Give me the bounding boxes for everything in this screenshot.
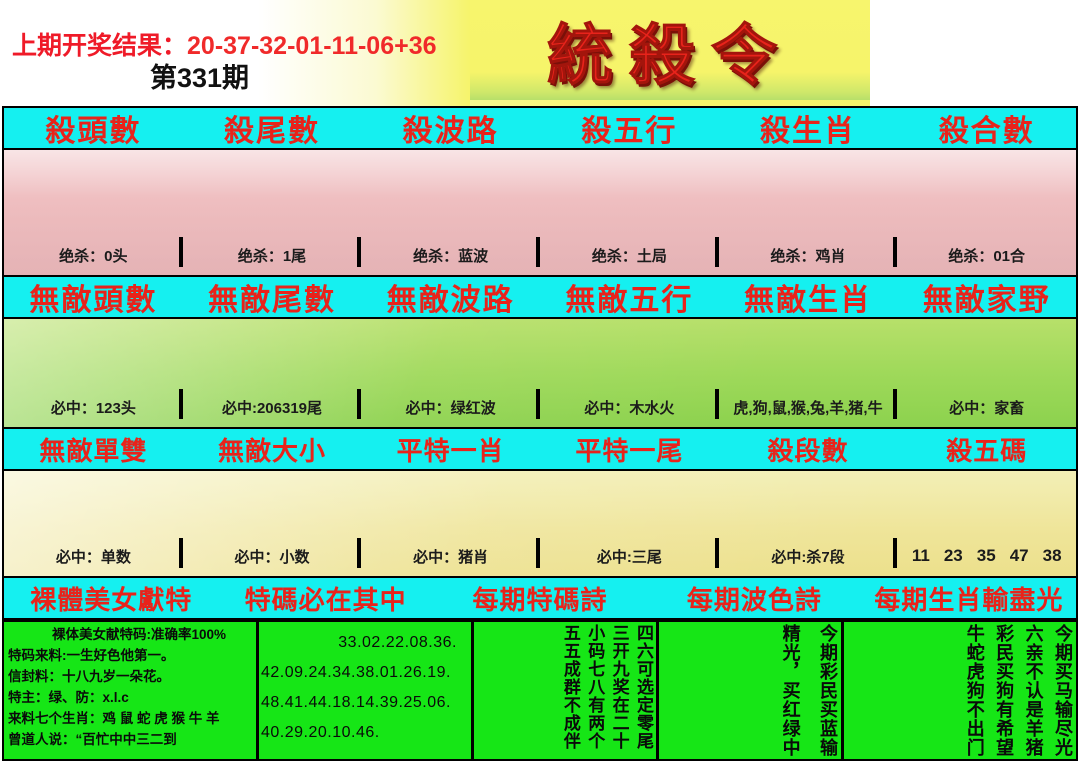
bottom-title-bar: 裸體美女獻特 特碼必在其中 每期特碼詩 每期波色詩 每期生肖輸盡光 [2, 576, 1078, 620]
number-line-4: 40.29.20.10.46. [261, 724, 380, 741]
value-wudi-jia-ye: 必中：家畜 [949, 399, 1025, 417]
title-wudi-da-xiao[interactable]: 無敵大小 [218, 436, 327, 467]
zodiac-poem-line-1: 今期买马输尽光 [1053, 624, 1073, 757]
title-zodiac-poem[interactable]: 每期生肖輸盡光 [874, 585, 1064, 616]
five-code-1: 11 [911, 546, 930, 565]
value-wudi-wu-xing: 必中：木水火 [540, 389, 719, 421]
header-left-panel [0, 0, 470, 106]
title-sha-duan-shu[interactable]: 殺段數 [767, 436, 849, 467]
title-special-within[interactable]: 特碼必在其中 [244, 585, 407, 616]
special-poem-line-1: 四六可选定零尾 [634, 624, 653, 750]
value-sha-tou-shu: 绝杀：0头 [4, 237, 183, 269]
value-ping-te-yi-wei: 必中:三尾 [540, 538, 719, 570]
title-sha-sheng-xiao[interactable]: 殺生肖 [760, 114, 857, 149]
zodiac-poem-line-4: 牛蛇虎狗不出门 [964, 624, 985, 757]
section3-value-band: 必中：单数 必中：小数 必中：猪肖 必中:三尾 必中:杀7段 11 23 35 … [2, 471, 1078, 576]
nude-line-3: 信封料：十八九岁一朵花。 [8, 669, 170, 684]
special-number-list: 33.02.22.08.36. 42.09.24.34.38.01.26.19.… [259, 622, 471, 748]
value-wudi-tou-shu: 必中：123头 [4, 389, 183, 421]
zodiac-poem-columns: 今期买马输尽光 六亲不认是羊猪 彩民买狗有希望 牛蛇虎狗不出门 [844, 622, 1076, 759]
last-draw-label: 上期开奖结果： [12, 32, 188, 60]
five-code-list: 11 23 35 47 38 [912, 546, 1062, 566]
value-sha-wu-ma: 11 23 35 47 38 [897, 542, 1076, 570]
special-poem-columns: 四六可选定零尾 三开九奖在二十 小码七八有两个 五五成群不成伴 [474, 622, 656, 759]
nude-line-5: 来料七个生肖：鸡 鼠 蛇 虎 猴 牛 羊 [8, 711, 220, 726]
color-poem-line-1: 今期彩民买蓝输 [818, 624, 838, 757]
issue-number: 第331期 [150, 63, 250, 93]
title-color-poem[interactable]: 每期波色詩 [686, 585, 822, 616]
title-sha-wei-shu[interactable]: 殺尾數 [224, 114, 320, 149]
section2-value-row: 必中：123头 必中:206319尾 必中：绿红波 必中：木水火 虎,狗,鼠,猴… [4, 389, 1076, 421]
panel-zodiac-poem: 今期买马输尽光 六亲不认是羊猪 彩民买狗有希望 牛蛇虎狗不出门 [844, 622, 1076, 759]
panel-special-within: 33.02.22.08.36. 42.09.24.34.38.01.26.19.… [259, 622, 474, 759]
zodiac-poem-line-2: 六亲不认是羊猪 [1023, 624, 1044, 757]
logo-banner: 統殺令 [470, 0, 870, 100]
logo-title: 統殺令 [547, 16, 793, 95]
section2-value-band: 必中：123头 必中:206319尾 必中：绿红波 必中：木水火 虎,狗,鼠,猴… [2, 319, 1078, 427]
section2-title-bar: 無敵頭數 無敵尾數 無敵波路 無敵五行 無敵生肖 無敵家野 [2, 275, 1078, 319]
nude-line-4: 特主：绿、防：x.l.c [8, 690, 129, 705]
title-sha-wu-ma[interactable]: 殺五碼 [946, 436, 1028, 467]
page-header: 上期开奖结果：20-37-32-01-11-06+36 第331期 統殺令 [0, 0, 1080, 106]
title-sha-he-shu[interactable]: 殺合數 [938, 114, 1035, 149]
title-wudi-bo-lu[interactable]: 無敵波路 [386, 283, 515, 318]
last-draw-result: 上期开奖结果：20-37-32-01-11-06+36 [12, 26, 452, 62]
value-wudi-da-xiao: 必中：小数 [183, 538, 362, 570]
title-sha-tou-shu[interactable]: 殺頭數 [45, 114, 142, 149]
last-draw-numbers: 20-37-32-01-11-06+36 [187, 32, 437, 60]
value-sha-duan-shu: 必中:杀7段 [719, 538, 898, 570]
number-line-2: 42.09.24.34.38.01.26.19. [261, 664, 451, 681]
special-poem-line-3: 小码七八有两个 [585, 624, 605, 750]
five-code-3: 35 [976, 546, 996, 565]
nude-line-6: 曾道人说：“百忙中中三二到 [8, 732, 177, 747]
title-wudi-jia-ye[interactable]: 無敵家野 [922, 283, 1051, 318]
title-wudi-sheng-xiao[interactable]: 無敵生肖 [744, 283, 873, 318]
five-code-2: 23 [943, 546, 963, 565]
title-wudi-tou-shu[interactable]: 無敵頭數 [29, 283, 158, 318]
title-wudi-wei-shu[interactable]: 無敵尾數 [208, 283, 336, 318]
section1-title-bar: 殺頭數 殺尾數 殺波路 殺五行 殺生肖 殺合數 [2, 106, 1078, 150]
section3-value-row: 必中：单数 必中：小数 必中：猪肖 必中:三尾 必中:杀7段 11 23 35 … [4, 538, 1076, 570]
title-wudi-wu-xing[interactable]: 無敵五行 [565, 283, 694, 318]
nude-line-2: 特码来料:一生好色他第一。 [8, 648, 175, 663]
title-ping-te-yi-wei[interactable]: 平特一尾 [575, 436, 684, 467]
title-nude-special[interactable]: 裸體美女獻特 [30, 585, 193, 616]
color-poem-columns: 今期彩民买蓝输 精光，买红绿中 [659, 622, 841, 759]
value-ping-te-yi-xiao: 必中：猪肖 [361, 538, 540, 570]
value-wudi-bo-lu: 必中：绿红波 [361, 389, 540, 421]
value-wudi-dan-shuang: 必中：单数 [4, 538, 183, 570]
value-sha-he-shu: 绝杀：01合 [948, 247, 1026, 265]
panel-nude-special: 裸体美女献特码:准确率100% 特码来料:一生好色他第一。 信封料：十八九岁一朵… [4, 622, 259, 759]
section1-value-band: 绝杀：0头 绝杀：1尾 绝杀：蓝波 绝杀：土局 绝杀：鸡肖 绝杀：01合 [2, 150, 1078, 275]
value-sha-wei-shu: 绝杀：1尾 [183, 237, 362, 269]
title-sha-wu-xing[interactable]: 殺五行 [581, 114, 678, 149]
value-sha-wu-xing: 绝杀：土局 [540, 237, 719, 269]
header-right-spacer [870, 0, 1080, 106]
special-poem-line-4: 五五成群不成伴 [560, 624, 580, 750]
section1-value-row: 绝杀：0头 绝杀：1尾 绝杀：蓝波 绝杀：土局 绝杀：鸡肖 绝杀：01合 [4, 237, 1076, 269]
value-wudi-wei-shu: 必中:206319尾 [183, 389, 362, 421]
panel-color-poem: 今期彩民买蓝输 精光，买红绿中 [659, 622, 844, 759]
value-sha-bo-lu: 绝杀：蓝波 [361, 237, 540, 269]
bottom-panels: 裸体美女献特码:准确率100% 特码来料:一生好色他第一。 信封料：十八九岁一朵… [2, 620, 1078, 761]
value-wudi-sheng-xiao: 虎,狗,鼠,猴,兔,羊,猪,牛 [719, 389, 898, 421]
title-sha-bo-lu[interactable]: 殺波路 [402, 114, 499, 149]
panel-special-poem: 四六可选定零尾 三开九奖在二十 小码七八有两个 五五成群不成伴 [474, 622, 659, 759]
title-special-poem[interactable]: 每期特碼詩 [472, 585, 608, 616]
color-poem-line-2: 精光，买红绿中 [780, 624, 801, 757]
five-code-4: 47 [1009, 546, 1029, 565]
five-code-5: 38 [1042, 546, 1062, 565]
zodiac-poem-line-3: 彩民买狗有希望 [994, 624, 1015, 757]
special-poem-line-2: 三开九奖在二十 [609, 624, 629, 750]
number-line-1: 33.02.22.08.36. [338, 634, 457, 651]
nude-special-text: 裸体美女献特码:准确率100% 特码来料:一生好色他第一。 信封料：十八九岁一朵… [4, 622, 256, 750]
title-ping-te-yi-xiao[interactable]: 平特一肖 [396, 436, 505, 467]
value-sha-sheng-xiao: 绝杀：鸡肖 [719, 237, 898, 269]
title-wudi-dan-shuang[interactable]: 無敵單雙 [39, 436, 148, 467]
section3-title-bar: 無敵單雙 無敵大小 平特一肖 平特一尾 殺段數 殺五碼 [2, 427, 1078, 471]
number-line-3: 48.41.44.18.14.39.25.06. [261, 694, 451, 711]
nude-line-1: 裸体美女献特码:准确率100% [51, 627, 227, 642]
